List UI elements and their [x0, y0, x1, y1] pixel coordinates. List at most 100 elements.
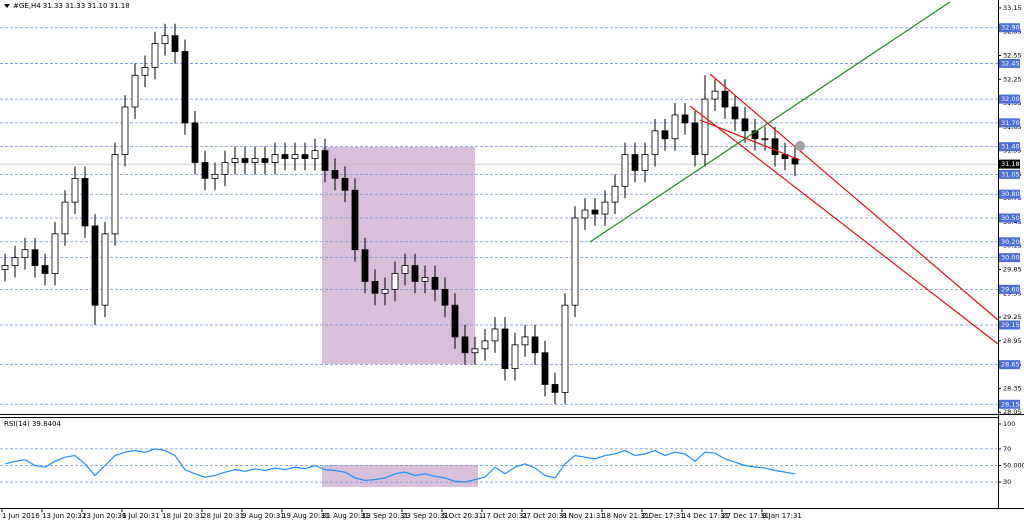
- level-label-box: [999, 360, 1020, 370]
- candle-body: [711, 90, 719, 100]
- candle-body: [251, 158, 259, 163]
- candle-body: [501, 328, 509, 370]
- level-label-box: [999, 118, 1020, 128]
- candle-body: [91, 225, 99, 306]
- candle-body: [621, 154, 629, 187]
- candle-body: [221, 162, 229, 175]
- x-tick-label: 1 Jun 2016: [2, 512, 40, 520]
- candle-body: [461, 336, 469, 354]
- candle-body: [551, 384, 559, 393]
- x-tick-label: 9 Jan 17:31: [762, 512, 802, 520]
- x-tick-label: 8 Nov 21:31: [562, 512, 605, 520]
- chart-header: #GE,H4 31.33 31.33 31.10 31.18: [13, 2, 130, 10]
- rsi-tick-label: 100: [1003, 420, 1015, 428]
- candle-body: [31, 249, 39, 266]
- candle-body: [651, 130, 659, 155]
- candle-body: [731, 106, 739, 120]
- x-tick-label: 5 Oct 20:31: [442, 512, 483, 520]
- candle-body: [21, 249, 29, 259]
- candle-body: [701, 98, 709, 155]
- level-label: 29.60: [1001, 285, 1020, 293]
- rsi-tick-label: 30: [1003, 478, 1011, 486]
- candle-body: [201, 162, 209, 179]
- x-tick-label: 27 Dec 17:31: [722, 512, 769, 520]
- candle-body: [11, 257, 19, 266]
- x-tick-label: 23 Jun 20:31: [82, 512, 126, 520]
- candle-body: [481, 340, 489, 350]
- y-tick-label: 29.85: [1003, 266, 1022, 274]
- candle-body: [321, 150, 329, 171]
- x-tick-label: 6 Jul 20:31: [122, 512, 160, 520]
- candle-body: [311, 150, 319, 159]
- candle-body: [661, 130, 669, 140]
- candle-body: [581, 209, 589, 219]
- level-label: 32.90: [1001, 24, 1020, 32]
- candle-body: [411, 265, 419, 282]
- rsi-title: RSI(14) 39.8404: [4, 420, 61, 428]
- candle-body: [131, 74, 139, 108]
- candle-body: [601, 201, 609, 215]
- price-panel: [0, 23, 998, 405]
- level-label-box: [999, 253, 1020, 263]
- candle-body: [541, 352, 549, 385]
- candle-body: [141, 66, 149, 76]
- candle-body: [161, 35, 169, 44]
- candle-body: [691, 122, 699, 155]
- y-tick-label: 32.55: [1003, 51, 1022, 59]
- y-tick-label: 32.25: [1003, 75, 1022, 83]
- level-label: 30.20: [1001, 238, 1020, 246]
- level-label: 32.00: [1001, 95, 1020, 103]
- candle-body: [591, 209, 599, 215]
- candle-body: [491, 328, 499, 342]
- candle-body: [761, 138, 769, 141]
- x-tick-label: 17 Oct 20:31: [482, 512, 528, 520]
- candle-body: [771, 138, 779, 155]
- candle-body: [511, 344, 519, 370]
- y-tick-label: 33.15: [1003, 4, 1022, 12]
- x-tick-label: 13 Sep 20:31: [362, 512, 409, 520]
- candle-body: [521, 336, 529, 346]
- candle-body: [641, 154, 649, 171]
- candle-body: [61, 201, 69, 235]
- candle-body: [51, 233, 59, 274]
- x-tick-label: 31 Aug 20:31: [322, 512, 369, 520]
- candle-body: [101, 233, 109, 306]
- rsi-line: [4, 448, 796, 483]
- candle-body: [301, 154, 309, 159]
- candle-body: [231, 158, 239, 163]
- candle-body: [111, 154, 119, 235]
- y-tick-label: 28.35: [1003, 384, 1022, 392]
- y-tick-label: 29.25: [1003, 313, 1022, 321]
- level-label-box: [999, 169, 1020, 179]
- level-label: 31.70: [1001, 119, 1020, 127]
- candle-body: [751, 130, 759, 140]
- channel-line: [709, 73, 999, 321]
- anchor-point: [795, 141, 805, 151]
- x-tick-label: 2 Dec 17:31: [642, 512, 685, 520]
- level-label: 30.00: [1001, 254, 1020, 262]
- x-tick-label: 13 Jun 20:31: [42, 512, 86, 520]
- level-label: 32.45: [1001, 59, 1020, 67]
- candle-body: [721, 90, 729, 108]
- level-label-box: [999, 94, 1020, 104]
- level-label-box: [999, 320, 1020, 330]
- channel-line: [689, 105, 999, 345]
- x-tick-label: 18 Nov 21:31: [602, 512, 649, 520]
- candle-body: [421, 277, 429, 282]
- candle-body: [211, 173, 219, 179]
- candle-body: [351, 189, 359, 251]
- x-tick-label: 27 Oct 20:31: [522, 512, 568, 520]
- candle-body: [271, 154, 279, 163]
- candle-body: [611, 185, 619, 203]
- candle-body: [681, 114, 689, 124]
- candle-body: [471, 348, 479, 354]
- candle-body: [571, 217, 579, 306]
- candle-body: [631, 154, 639, 171]
- level-label-box: [999, 142, 1020, 152]
- trend-line: [589, 1, 951, 243]
- level-label-box: [999, 399, 1020, 409]
- candle-body: [451, 304, 459, 338]
